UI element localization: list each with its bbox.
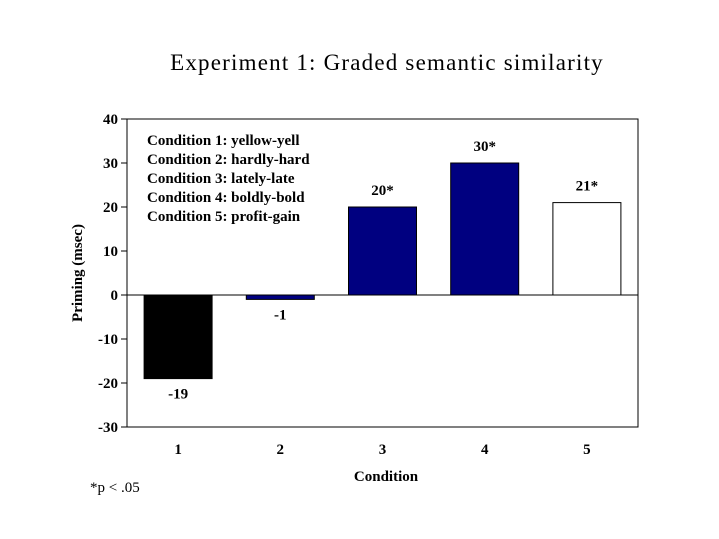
legend-entry: Condition 2: hardly-hard xyxy=(147,152,310,168)
y-tick-label: 10 xyxy=(103,244,118,260)
y-tick-label: 40 xyxy=(103,112,118,128)
y-axis-title: Priming (msec) xyxy=(70,224,86,322)
y-tick-label: 30 xyxy=(103,156,118,172)
x-tick-label: 5 xyxy=(583,442,591,458)
y-tick-label: 0 xyxy=(111,288,119,304)
legend-entry: Condition 3: lately-late xyxy=(147,171,295,187)
data-label: -19 xyxy=(168,387,188,403)
legend-entry: Condition 4: boldly-bold xyxy=(147,190,305,206)
chart-title: Experiment 1: Graded semantic similarity xyxy=(170,50,604,75)
legend-entry: Condition 1: yellow-yell xyxy=(147,133,300,149)
bar-condition-2 xyxy=(245,294,315,300)
y-tick-label: 20 xyxy=(103,200,118,216)
data-label: 20* xyxy=(371,183,394,199)
bar-condition-1 xyxy=(143,294,213,380)
x-axis-title: Condition xyxy=(354,469,419,485)
x-axis: 1 2 3 4 5 xyxy=(174,442,590,458)
bar-condition-3 xyxy=(348,206,417,296)
x-tick-label: 2 xyxy=(277,442,285,458)
y-tick-label: -20 xyxy=(98,376,118,392)
x-tick-label: 1 xyxy=(174,442,182,458)
y-tick-label: -10 xyxy=(98,332,118,348)
legend-entry: Condition 5: profit-gain xyxy=(147,209,301,225)
x-tick-label: 3 xyxy=(379,442,387,458)
data-label: -1 xyxy=(274,307,287,323)
bar-condition-5 xyxy=(552,202,622,296)
footnote: *p < .05 xyxy=(90,480,140,496)
x-tick-label: 4 xyxy=(481,442,489,458)
data-labels: -19 -1 20* 30* 21* xyxy=(168,139,598,403)
legend: Condition 1: yellow-yell Condition 2: har… xyxy=(147,133,310,225)
y-tick-label: -30 xyxy=(98,420,118,436)
data-label: 30* xyxy=(473,139,496,155)
data-label: 21* xyxy=(576,179,599,195)
bar-series xyxy=(143,162,622,380)
y-axis: 40 30 20 10 0 -10 -20 -30 xyxy=(98,112,127,436)
bar-condition-4 xyxy=(450,162,520,296)
